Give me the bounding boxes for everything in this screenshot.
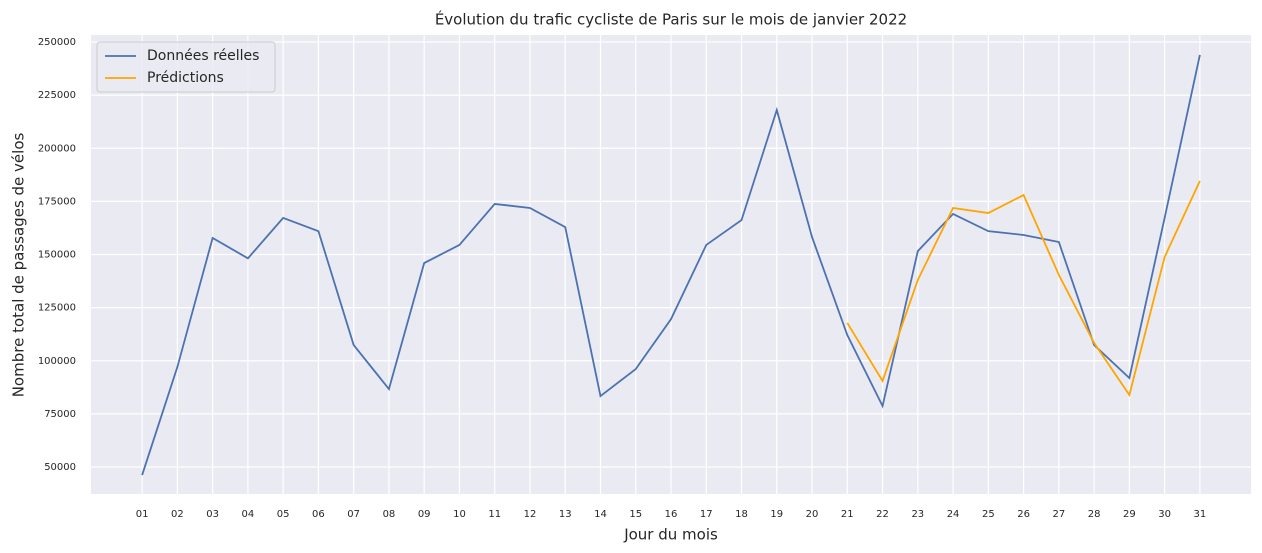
y-tick-label: 225000 bbox=[38, 90, 76, 101]
x-tick-label: 08 bbox=[383, 509, 396, 520]
x-tick-label: 27 bbox=[1052, 509, 1065, 520]
x-tick-label: 14 bbox=[594, 509, 607, 520]
x-tick-label: 03 bbox=[206, 509, 219, 520]
x-tick-label: 06 bbox=[312, 509, 325, 520]
chart-title: Évolution du trafic cycliste de Paris su… bbox=[435, 10, 907, 29]
x-tick-label: 01 bbox=[136, 509, 149, 520]
x-tick-label: 12 bbox=[524, 509, 537, 520]
x-tick-label: 28 bbox=[1088, 509, 1101, 520]
data-line bbox=[141, 54, 1201, 476]
x-tick-label: 18 bbox=[735, 509, 748, 520]
y-tick-label: 100000 bbox=[38, 356, 76, 367]
y-tick-label: 125000 bbox=[38, 303, 76, 314]
x-axis-label: Jour du mois bbox=[623, 526, 718, 544]
x-tick-label: 04 bbox=[242, 509, 255, 520]
x-tick-label: 15 bbox=[629, 509, 642, 520]
x-tick-label: 30 bbox=[1158, 509, 1171, 520]
x-tick-label: 24 bbox=[947, 509, 960, 520]
x-tick-label: 11 bbox=[488, 509, 501, 520]
legend-label: Données réelles bbox=[147, 48, 259, 64]
x-tick-label: 23 bbox=[911, 509, 924, 520]
legend bbox=[96, 41, 276, 93]
legend-label: Prédictions bbox=[147, 70, 224, 86]
y-tick-label: 50000 bbox=[44, 462, 76, 473]
x-tick-label: 10 bbox=[453, 509, 466, 520]
x-tick-label: 22 bbox=[876, 509, 889, 520]
y-tick-label: 150000 bbox=[38, 250, 76, 261]
x-tick-label: 19 bbox=[770, 509, 783, 520]
x-tick-label: 26 bbox=[1017, 509, 1030, 520]
x-tick-label: 02 bbox=[171, 509, 184, 520]
y-axis-label: Nombre total de passages de vélos bbox=[10, 133, 28, 398]
y-tick-label: 250000 bbox=[38, 37, 76, 48]
x-tick-label: 07 bbox=[347, 509, 360, 520]
y-tick-label: 75000 bbox=[44, 409, 76, 420]
x-tick-label: 25 bbox=[982, 509, 995, 520]
x-tick-label: 09 bbox=[418, 509, 431, 520]
x-tick-label: 13 bbox=[559, 509, 572, 520]
y-tick-label: 200000 bbox=[38, 143, 76, 154]
x-tick-label: 29 bbox=[1123, 509, 1136, 520]
x-tick-label: 16 bbox=[665, 509, 678, 520]
x-tick-label: 21 bbox=[841, 509, 854, 520]
y-tick-label: 175000 bbox=[38, 196, 76, 207]
x-tick-label: 31 bbox=[1194, 509, 1207, 520]
x-tick-label: 17 bbox=[700, 509, 713, 520]
data-line bbox=[846, 180, 1201, 398]
x-tick-label: 20 bbox=[806, 509, 819, 520]
x-tick-label: 05 bbox=[277, 509, 290, 520]
